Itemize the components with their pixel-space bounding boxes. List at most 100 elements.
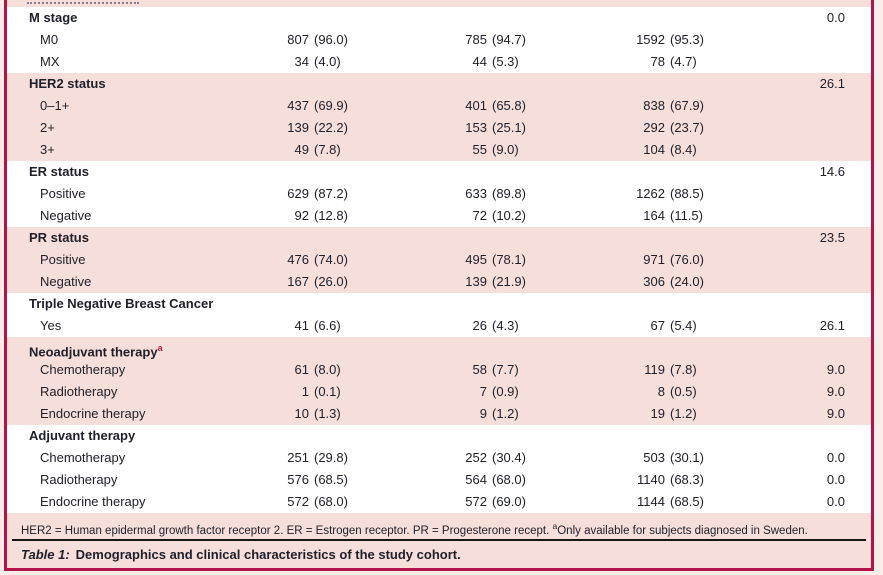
section-header-row: ER status 14.6: [7, 161, 871, 183]
value-count: 495: [465, 252, 487, 267]
value-cell: 164 (11.5): [603, 205, 781, 227]
table-row: Positive 629 (87.2) 633 (89.8) 1262 (88.5): [7, 183, 871, 205]
value-count: 476: [287, 252, 309, 267]
value-count: 401: [465, 98, 487, 113]
missing-percent-cell: 0.0: [826, 472, 845, 487]
value-cell-empty: [603, 73, 781, 95]
value-percent: (26.0): [314, 274, 348, 289]
value-cell: 838 (67.9): [603, 95, 781, 117]
missing-percent-cell: 23.5: [819, 230, 845, 245]
value-cell: 1 (0.1): [247, 381, 425, 403]
value-cell: 1592 (95.3): [603, 29, 781, 51]
table-row: Radiotherapy 1 (0.1) 7 (0.9) 8 (0.5) 9.0: [7, 381, 871, 403]
value-cell: 437 (69.9): [247, 95, 425, 117]
value-cell: 572 (69.0): [425, 491, 603, 513]
table-section: Neoadjuvant therapya Chemotherapy 61 (8.0) 5…: [7, 337, 871, 425]
value-percent: (25.1): [492, 120, 526, 135]
value-count: 251: [287, 450, 309, 465]
value-percent: (89.8): [492, 186, 526, 201]
value-cell: 61 (8.0): [247, 359, 425, 381]
value-percent: (68.0): [492, 472, 526, 487]
value-cell-empty: [603, 425, 781, 447]
row-label: MX: [40, 54, 60, 69]
value-cell: 34 (4.0): [247, 51, 425, 73]
missing-percent-cell: [781, 139, 871, 161]
value-count: 8: [657, 384, 665, 399]
value-percent: (68.5): [314, 472, 348, 487]
value-percent: (88.5): [670, 186, 704, 201]
value-cell: 49 (7.8): [247, 139, 425, 161]
missing-percent-cell: 9.0: [826, 362, 845, 377]
value-count: 78: [650, 54, 665, 69]
value-cell: 576 (68.5): [247, 469, 425, 491]
value-cell-empty: [425, 73, 603, 95]
value-count: 104: [643, 142, 665, 157]
value-percent: (6.6): [314, 318, 341, 333]
value-count: 67: [650, 318, 665, 333]
table-row: Positive 476 (74.0) 495 (78.1) 971 (76.0): [7, 249, 871, 271]
value-cell: 633 (89.8): [425, 183, 603, 205]
value-percent: (0.1): [314, 384, 341, 399]
missing-percent-cell: 9.0: [826, 384, 845, 399]
row-label: Chemotherapy: [40, 362, 126, 377]
table-caption-text: Demographics and clinical characteristic…: [75, 547, 461, 562]
value-cell-empty: [425, 7, 603, 29]
row-label: 2+: [40, 120, 55, 135]
value-cell: 72 (10.2): [425, 205, 603, 227]
footnote-text-continued: Only available for subjects diagnosed in…: [557, 524, 808, 537]
section-header-superscript: a: [157, 343, 163, 353]
value-count: 576: [287, 472, 309, 487]
table-footnote: HER2 = Human epidermal growth factor rec…: [7, 513, 871, 539]
section-header-label: M stage: [29, 10, 78, 25]
value-count: 629: [287, 186, 309, 201]
value-cell: 1140 (68.3): [603, 469, 781, 491]
value-cell: 7 (0.9): [425, 381, 603, 403]
value-cell-empty: [247, 425, 425, 447]
value-count: 164: [643, 208, 665, 223]
clipped-row-fragment: [7, 0, 871, 7]
row-label: Positive: [40, 252, 86, 267]
value-count: 44: [472, 54, 487, 69]
value-cell: 19 (1.2): [603, 403, 781, 425]
missing-percent-cell: 0.0: [826, 10, 845, 25]
value-count: 139: [465, 274, 487, 289]
value-percent: (5.4): [670, 318, 697, 333]
value-cell-empty: [603, 161, 781, 183]
value-count: 167: [287, 274, 309, 289]
value-count: 26: [472, 318, 487, 333]
value-count: 572: [465, 494, 487, 509]
table-row: 0–1+ 437 (69.9) 401 (65.8) 838 (67.9): [7, 95, 871, 117]
row-label: Radiotherapy: [40, 472, 118, 487]
table-row: Chemotherapy 61 (8.0) 58 (7.7) 119 (7.8) 9.0: [7, 359, 871, 381]
value-count: 72: [472, 208, 487, 223]
value-cell-empty: [247, 227, 425, 249]
missing-percent-cell: [781, 205, 871, 227]
value-count: 785: [465, 32, 487, 47]
value-count: 1140: [637, 472, 665, 487]
value-cell: 9 (1.2): [425, 403, 603, 425]
section-header-row: M stage 0.0: [7, 7, 871, 29]
missing-percent-cell: [781, 271, 871, 293]
value-count: 7: [479, 384, 487, 399]
value-percent: (23.7): [670, 120, 704, 135]
value-cell: 26 (4.3): [425, 315, 603, 337]
value-cell: 153 (25.1): [425, 117, 603, 139]
section-header-row: Triple Negative Breast Cancer: [7, 293, 871, 315]
value-percent: (22.2): [314, 120, 348, 135]
value-cell: 503 (30.1): [603, 447, 781, 469]
value-count: 807: [287, 32, 309, 47]
table-row: Yes 41 (6.6) 26 (4.3) 67 (5.4) 26.1: [7, 315, 871, 337]
value-percent: (68.3): [670, 472, 704, 487]
value-cell-empty: [247, 7, 425, 29]
section-header-row: PR status 23.5: [7, 227, 871, 249]
value-count: 61: [294, 362, 309, 377]
value-cell: 8 (0.5): [603, 381, 781, 403]
value-count: 292: [643, 120, 665, 135]
value-cell: 807 (96.0): [247, 29, 425, 51]
value-count: 633: [465, 186, 487, 201]
value-count: 971: [643, 252, 665, 267]
row-label: Yes: [40, 318, 62, 333]
table-row: Endocrine therapy 10 (1.3) 9 (1.2) 19 (1.2) 9.0: [7, 403, 871, 425]
table-section: HER2 status 26.1 0–1+ 437 (69.9) 401 (65.8) 838…: [7, 73, 871, 161]
missing-percent-cell: [781, 95, 871, 117]
